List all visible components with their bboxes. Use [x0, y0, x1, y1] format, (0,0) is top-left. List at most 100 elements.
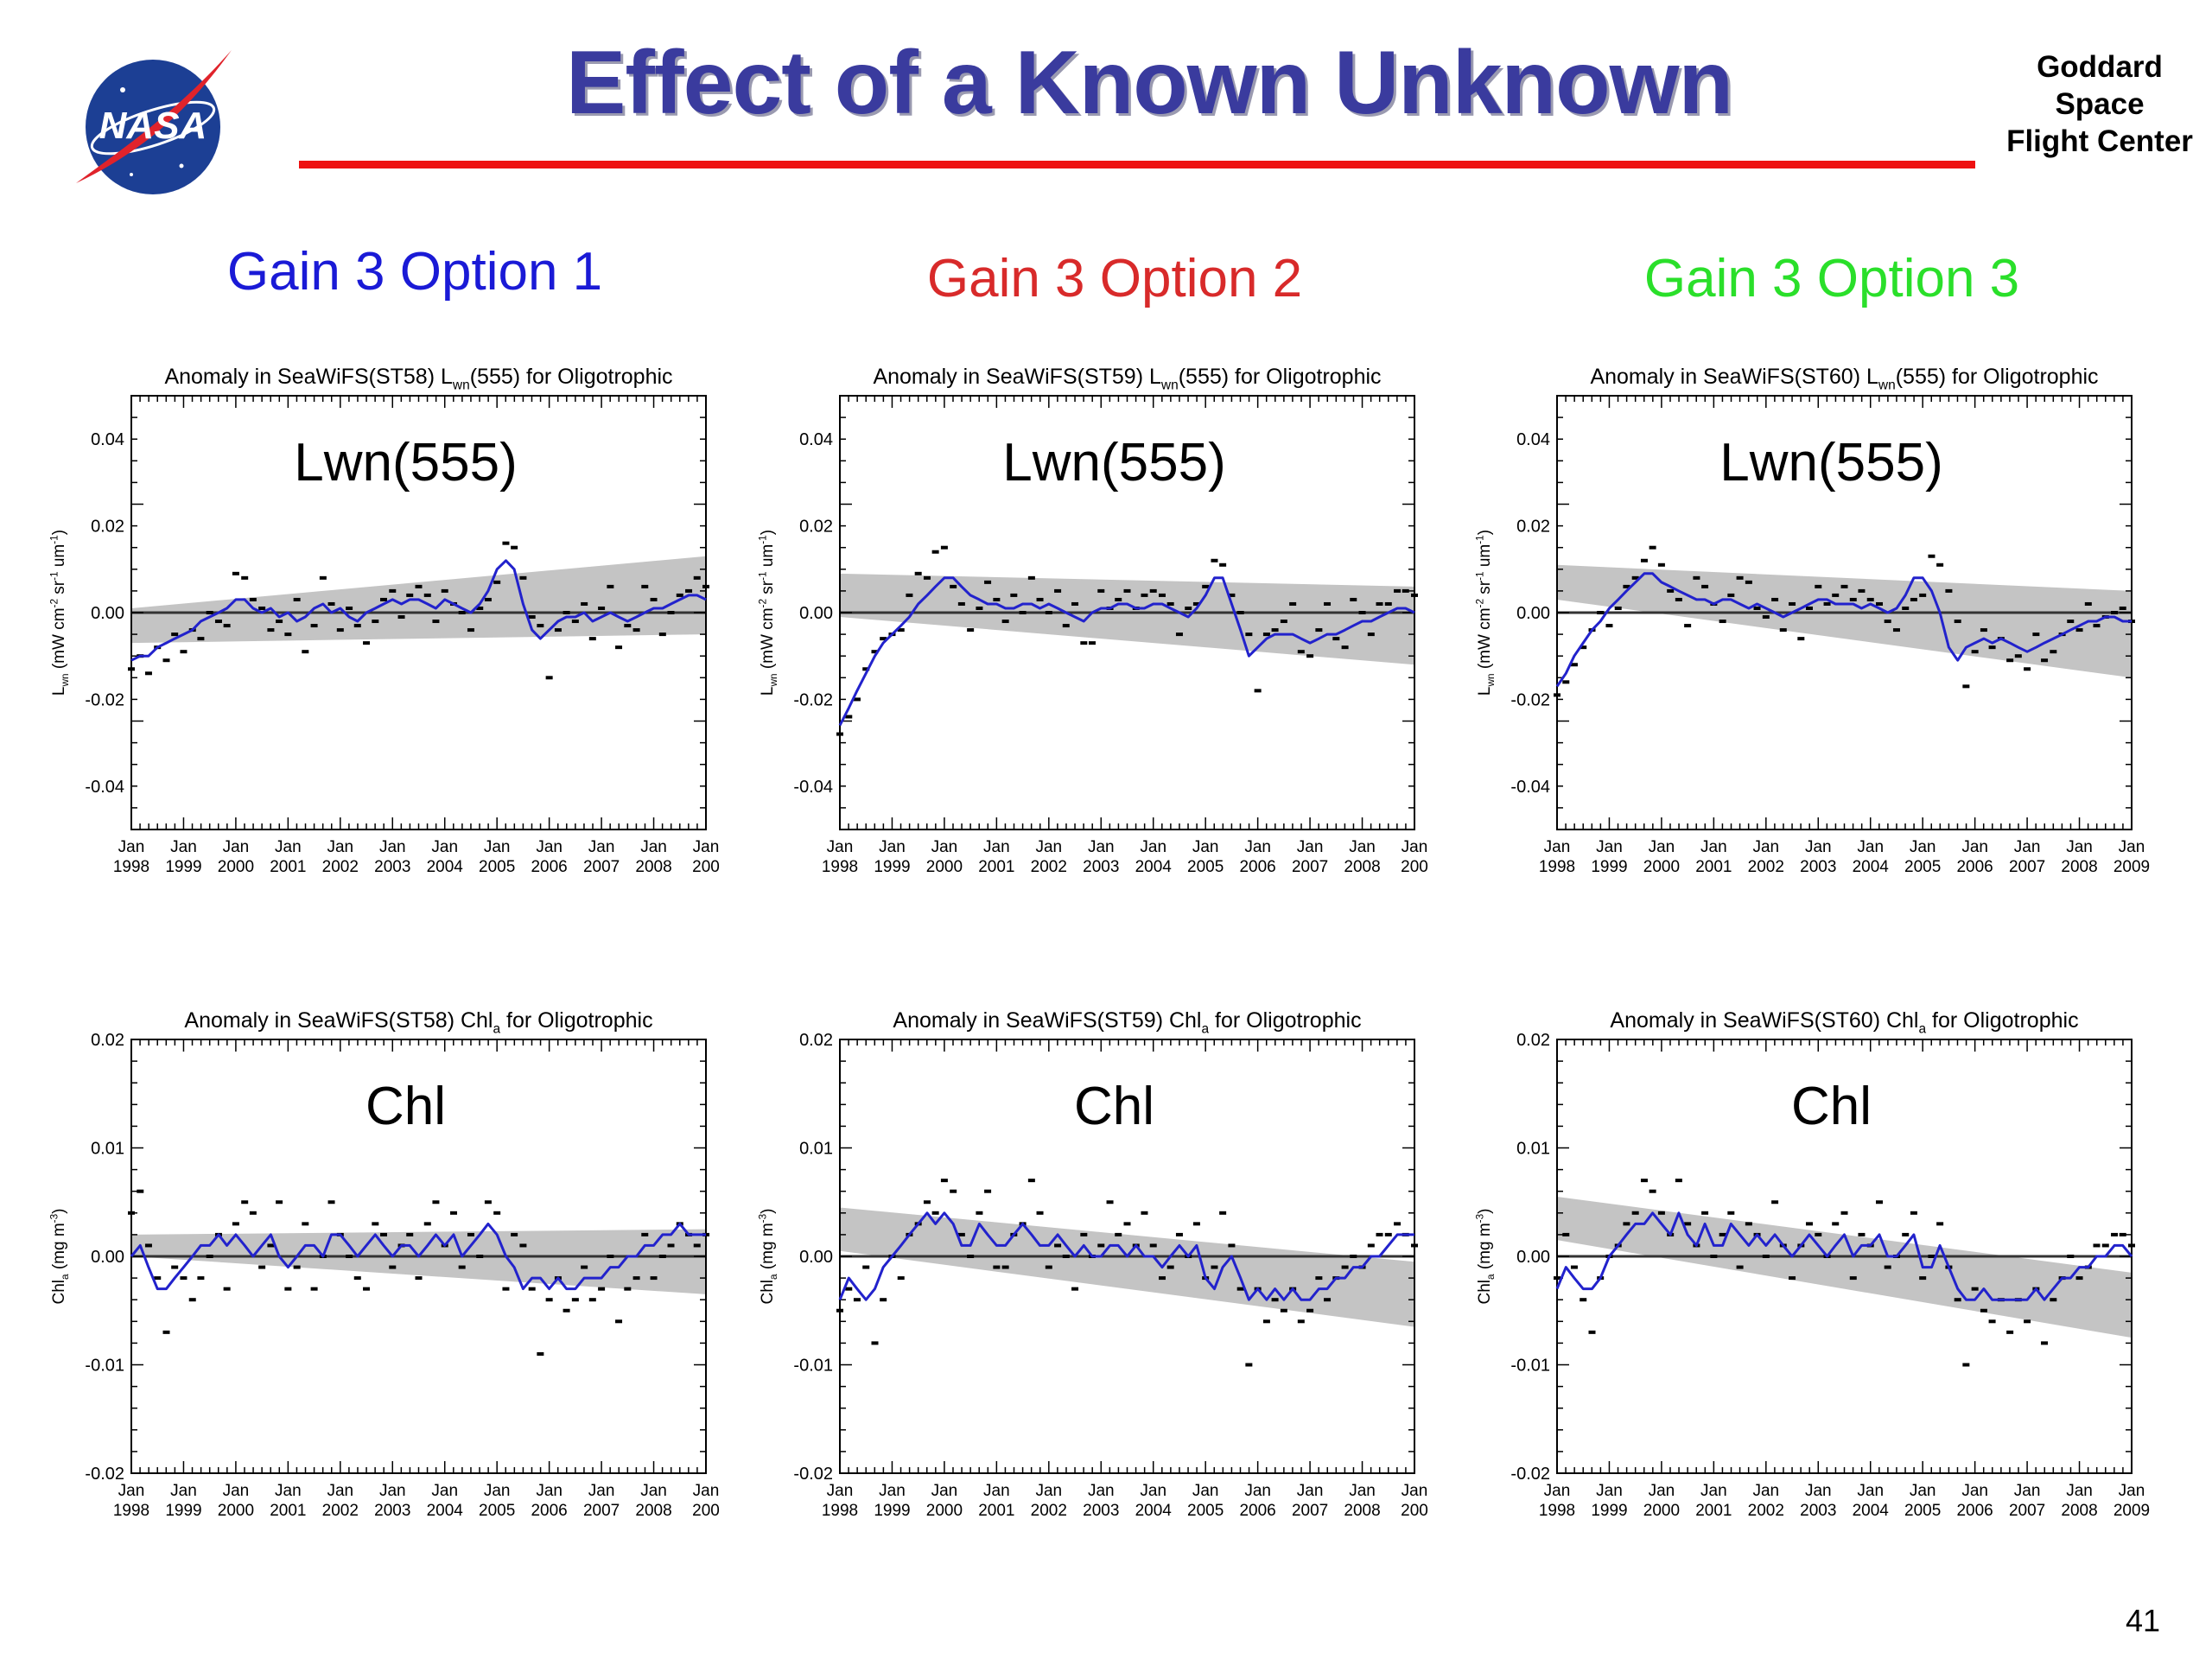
- x-tick-label: 2001: [270, 1502, 306, 1520]
- x-tick-label: Jan: [327, 838, 353, 856]
- x-tick-label: Jan: [983, 838, 1010, 856]
- data-point: [1954, 1298, 1961, 1302]
- data-point: [302, 650, 309, 654]
- y-tick-label: -0.04: [1510, 778, 1550, 797]
- data-point: [406, 1232, 414, 1236]
- data-point: [1166, 601, 1174, 606]
- data-point: [1045, 1265, 1052, 1269]
- data-point: [1954, 620, 1961, 624]
- x-tick-label: 2001: [978, 1502, 1014, 1520]
- data-point: [1884, 1265, 1891, 1269]
- x-tick-label: Jan: [536, 1482, 563, 1500]
- y-tick-label: 0.02: [91, 518, 124, 537]
- x-tick-label: Jan: [118, 838, 145, 856]
- y-tick-label: -0.02: [85, 690, 124, 709]
- data-point: [1727, 593, 1735, 597]
- chart-title: Anomaly in SeaWiFS(ST60) Lwn(555) for Ol…: [1590, 365, 2098, 392]
- data-point: [1175, 632, 1183, 637]
- data-point: [1570, 663, 1578, 667]
- data-point: [650, 597, 658, 601]
- y-tick-label: -0.02: [1510, 1465, 1550, 1484]
- x-tick-label: Jan: [1349, 838, 1376, 856]
- x-tick-label: Jan: [1961, 838, 1988, 856]
- data-point: [363, 641, 371, 645]
- x-tick-label: 1998: [113, 858, 149, 876]
- data-point: [1159, 1276, 1166, 1281]
- x-tick-label: Jan: [640, 838, 667, 856]
- data-point: [693, 575, 701, 580]
- x-tick-label: Jan: [170, 838, 197, 856]
- data-point: [484, 597, 492, 601]
- data-point: [1910, 1211, 1917, 1215]
- x-tick-label: 2005: [1187, 858, 1224, 876]
- panel-label: Chl: [365, 1077, 446, 1136]
- x-tick-label: 1999: [874, 858, 910, 876]
- data-point: [276, 1200, 283, 1205]
- x-tick-label: Jan: [1244, 1482, 1271, 1500]
- data-point: [1554, 693, 1560, 697]
- data-point: [624, 624, 632, 628]
- y-tick-label: -0.02: [1510, 690, 1550, 709]
- data-point: [1719, 1232, 1726, 1236]
- data-point: [615, 1319, 623, 1324]
- data-point: [1684, 624, 1692, 628]
- data-point: [214, 620, 222, 624]
- y-tick-label: 0.00: [799, 1248, 833, 1267]
- logo-star: [120, 87, 125, 92]
- x-tick-label: 2007: [583, 1502, 620, 1520]
- x-tick-label: 1998: [1539, 858, 1575, 876]
- x-tick-label: Jan: [223, 838, 250, 856]
- data-point: [1306, 654, 1314, 658]
- data-point: [1228, 593, 1236, 597]
- data-point: [2119, 1232, 2126, 1236]
- x-tick-label: Jan: [2066, 1482, 2093, 1500]
- data-point: [1411, 593, 1418, 597]
- data-point: [467, 628, 474, 632]
- x-tick-label: 1999: [165, 858, 201, 876]
- data-point: [1631, 575, 1639, 580]
- data-point: [528, 615, 536, 620]
- data-point: [353, 1276, 361, 1281]
- data-point: [1062, 1255, 1070, 1258]
- y-tick-label: 0.02: [799, 518, 833, 537]
- data-point: [276, 620, 283, 624]
- data-point: [588, 637, 596, 641]
- trend-confidence-band: [1557, 564, 2132, 678]
- data-point: [1980, 628, 1987, 632]
- x-tick-label: Jan: [1649, 1482, 1675, 1500]
- x-tick-label: 1998: [1539, 1502, 1575, 1520]
- data-point: [1832, 593, 1840, 597]
- data-point: [1324, 1298, 1332, 1302]
- panel-label: Chl: [1074, 1077, 1154, 1136]
- data-point: [1036, 597, 1044, 601]
- x-tick-label: 2005: [1187, 1502, 1224, 1520]
- data-point: [137, 1189, 144, 1193]
- data-point: [537, 1351, 544, 1356]
- data-point: [144, 671, 152, 676]
- data-point: [571, 1298, 579, 1302]
- x-tick-label: Jan: [484, 1482, 511, 1500]
- x-tick-label: Jan: [827, 838, 854, 856]
- data-point: [1141, 1211, 1148, 1215]
- x-tick-label: 2000: [926, 858, 963, 876]
- data-point: [188, 1298, 196, 1302]
- running-mean-line: [1555, 572, 2132, 688]
- data-point: [862, 667, 870, 671]
- data-point: [1562, 680, 1570, 684]
- y-axis-label: Chla (mg m-3): [1474, 1209, 1496, 1305]
- data-point: [1745, 580, 1752, 584]
- x-tick-label: Jan: [431, 1482, 458, 1500]
- x-tick-label: Jan: [1961, 1482, 1988, 1500]
- data-point: [993, 1265, 1001, 1269]
- x-tick-label: 2002: [322, 858, 359, 876]
- x-tick-label: Jan: [640, 1482, 667, 1500]
- data-point: [1657, 563, 1665, 567]
- x-tick-label: Jan: [431, 838, 458, 856]
- data-point: [1236, 1287, 1244, 1291]
- x-tick-label: Jan: [1192, 838, 1219, 856]
- data-point: [2111, 611, 2119, 614]
- data-point: [458, 1265, 466, 1269]
- data-point: [1384, 1232, 1392, 1236]
- data-point: [1623, 584, 1630, 588]
- x-tick-label: Jan: [1297, 1482, 1324, 1500]
